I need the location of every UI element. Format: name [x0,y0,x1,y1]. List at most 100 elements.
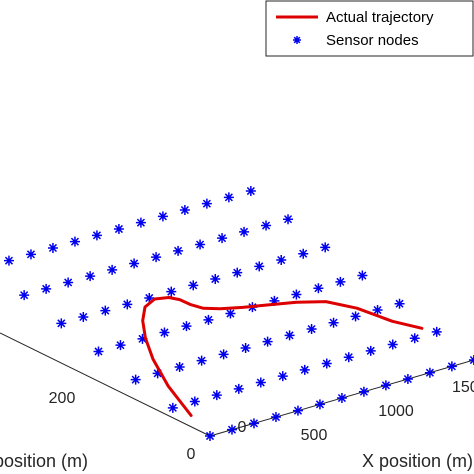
sensor-node-marker [314,399,325,410]
sensor-node-marker [167,402,178,413]
legend-label-trajectory: Actual trajectory [326,9,434,26]
sensor-node-marker [350,311,361,322]
sensor-node-marker [320,242,331,253]
sensor-nodes [3,186,474,441]
x-tick-0: 0 [238,419,247,436]
sensor-node-marker [245,186,256,197]
sensor-node-marker [135,217,146,228]
sensor-node-marker [19,290,30,301]
sensor-node-marker [3,255,14,266]
sensor-node-marker [328,317,339,328]
sensor-node-marker [343,352,354,363]
sensor-node-marker [233,383,244,394]
sensor-node-marker [152,368,163,379]
sensor-node-marker [270,412,281,423]
sensor-node-marker [248,418,259,429]
sensor-node-marker [174,362,185,372]
sensor-node-marker [137,333,148,344]
sensor-node-marker [157,211,168,222]
sensor-node-marker [358,386,369,397]
x-tick-500: 500 [301,427,328,444]
sensor-node-marker [402,374,413,385]
x-axis-label: X position (m) [362,451,473,471]
sensor-node-marker [69,236,80,247]
sensor-node-marker [254,261,265,272]
sensor-node-marker [226,424,237,435]
sensor-node-marker [91,230,102,241]
sensor-node-marker [93,346,104,357]
sensor-node-marker [179,205,190,216]
sensor-node-marker [292,405,303,416]
sensor-node-marker [144,293,155,303]
sensor-node-marker [335,276,346,287]
sensor-node-marker [205,431,215,441]
sensor-node-marker [269,295,280,306]
sensor-node-marker [394,298,405,309]
sensor-node-marker [468,355,474,366]
sensor-node-marker [151,252,162,263]
legend-star-mark [293,36,301,44]
sensor-node-marker [78,311,89,322]
sensor-node-marker [189,396,200,407]
sensor-node-marker [210,274,221,285]
sensor-node-marker [181,321,192,332]
sensor-node-marker [47,242,58,253]
sensor-node-marker [107,264,118,275]
sensor-node-marker [159,327,170,338]
y-axis-label: Y position (m) [0,451,88,471]
sensor-node-marker [115,340,126,351]
sensor-node-marker [261,220,272,231]
sensor-node-marker [313,283,324,294]
y-axis-line [0,332,211,437]
x-tick-1000: 1000 [378,403,414,420]
sensor-node-marker [306,324,317,335]
sensor-node-marker [166,286,177,297]
sensor-node-marker [85,271,96,282]
sensor-node-marker [225,308,236,319]
sensor-node-marker [277,371,288,382]
sensor-node-marker [424,367,435,378]
sensor-node-marker [122,299,133,310]
sensor-node-marker [113,224,124,234]
sensor-node-marker [130,374,141,385]
sensor-node-marker [239,226,250,237]
sensor-node-marker [218,349,229,360]
sensor-node-marker [56,318,67,329]
sensor-node-marker [255,377,266,388]
sensor-node-marker [283,214,294,225]
sensor-node-marker [211,390,222,401]
sensor-node-marker [372,305,383,316]
sensor-node-marker [299,364,310,375]
legend-box [265,0,474,57]
legend-star-symbol [293,36,301,44]
y-tick-200: 200 [49,390,76,407]
sensor-node-marker [63,277,74,288]
sensor-node-marker [291,289,302,300]
sensor-node-marker [129,258,140,269]
sensor-node-marker [196,355,207,366]
y-tick-labels: 0 200 [49,390,196,463]
sensor-node-marker [201,198,212,209]
sensor-node-marker [431,326,442,337]
x-tick-labels: 0 500 1000 1500 [238,379,474,444]
sensor-node-marker [357,270,368,281]
sensor-node-marker [232,267,243,278]
sensor-node-marker [262,336,273,347]
legend: Actual trajectory Sensor nodes [265,0,474,57]
sensor-node-marker [223,192,234,203]
sensor-node-marker [203,314,214,325]
sensor-node-marker [276,255,287,266]
sensor-node-marker [446,361,457,372]
sensor-node-marker [298,248,309,259]
x-tick-1500: 1500 [452,379,474,396]
trajectory-line [141,296,424,417]
sensor-node-marker [365,345,376,356]
sensor-node-marker [240,343,251,354]
sensor-node-marker [409,333,420,344]
sensor-node-marker [100,305,111,316]
sensor-node-marker [336,393,347,404]
sensor-node-marker [387,339,398,350]
sensor-node-marker [41,283,52,294]
sensor-node-marker [217,233,228,244]
sensor-node-marker [188,280,199,291]
